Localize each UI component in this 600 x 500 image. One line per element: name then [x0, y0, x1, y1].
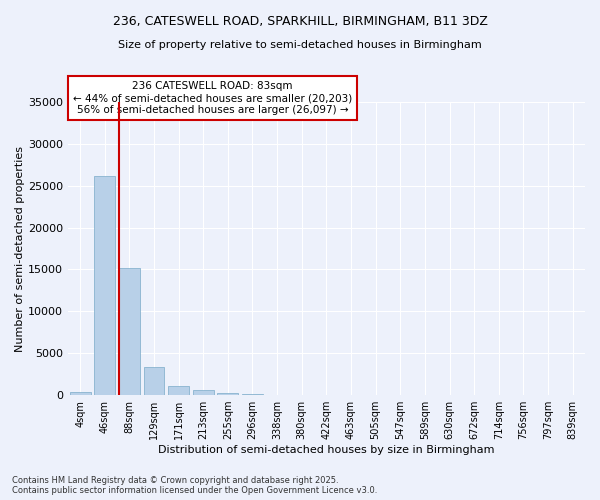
Bar: [168, 386, 189, 395]
Text: 236, CATESWELL ROAD, SPARKHILL, BIRMINGHAM, B11 3DZ: 236, CATESWELL ROAD, SPARKHILL, BIRMINGH…: [113, 15, 487, 28]
Y-axis label: Number of semi-detached properties: Number of semi-detached properties: [15, 146, 25, 352]
Bar: [119, 268, 140, 395]
X-axis label: Distribution of semi-detached houses by size in Birmingham: Distribution of semi-detached houses by …: [158, 445, 494, 455]
Bar: [217, 392, 238, 395]
Bar: [143, 367, 164, 395]
Bar: [70, 392, 91, 395]
Bar: [94, 176, 115, 395]
Bar: [193, 390, 214, 395]
Bar: [242, 394, 263, 395]
Text: Size of property relative to semi-detached houses in Birmingham: Size of property relative to semi-detach…: [118, 40, 482, 50]
Text: Contains HM Land Registry data © Crown copyright and database right 2025.
Contai: Contains HM Land Registry data © Crown c…: [12, 476, 377, 495]
Text: 236 CATESWELL ROAD: 83sqm
← 44% of semi-detached houses are smaller (20,203)
56%: 236 CATESWELL ROAD: 83sqm ← 44% of semi-…: [73, 82, 352, 114]
